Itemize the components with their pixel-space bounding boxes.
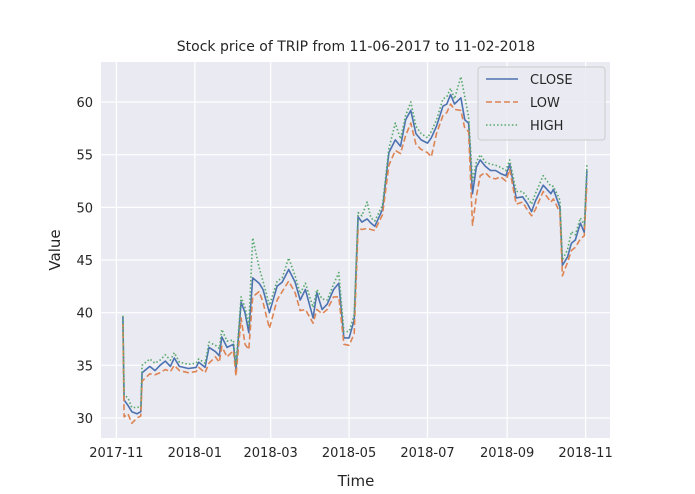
x-tick-label: 2018-05	[322, 446, 376, 461]
x-axis-label: Time	[337, 472, 375, 490]
y-tick-label: 55	[76, 149, 93, 164]
series-lines	[122, 75, 588, 425]
x-tick-label: 2018-01	[168, 446, 222, 461]
y-tick-label: 50	[76, 201, 93, 216]
y-tick-label: 35	[76, 359, 93, 374]
x-tick-label: 2018-11	[558, 446, 612, 461]
legend-label: CLOSE	[530, 73, 573, 88]
x-tick-label: 2018-03	[244, 446, 298, 461]
series-line-low	[122, 103, 588, 425]
chart-title: Stock price of TRIP from 11-06-2017 to 1…	[177, 39, 535, 55]
y-tick-label: 60	[76, 96, 93, 111]
y-tick-label: 40	[76, 307, 93, 322]
x-tick-label: 2018-09	[480, 446, 534, 461]
y-axis-label: Value	[46, 229, 64, 270]
x-tick-label: 2017-11	[89, 446, 143, 461]
legend-box	[477, 66, 606, 141]
y-tick-label: 30	[76, 412, 93, 427]
x-tick-label: 2018-07	[400, 446, 454, 461]
legend-label: LOW	[530, 96, 560, 111]
legend: CLOSE LOW HIGH	[477, 66, 606, 141]
series-line-close	[122, 93, 588, 415]
tick-labels: 2017-11 2018-01 2018-03 2018-05 2018-07 2018-…	[76, 96, 612, 461]
legend-label: HIGH	[530, 119, 563, 134]
y-tick-label: 45	[76, 254, 93, 269]
series-line-high	[122, 75, 588, 409]
